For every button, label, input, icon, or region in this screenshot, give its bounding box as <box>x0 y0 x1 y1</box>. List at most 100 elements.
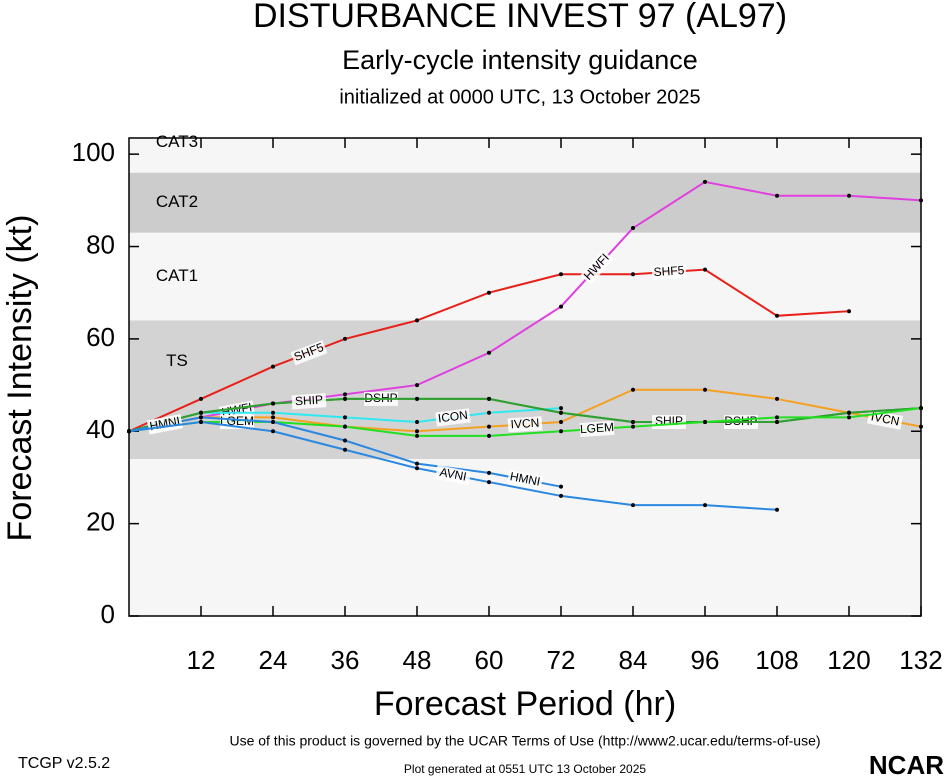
data-point <box>343 336 347 341</box>
line-label: AVNI <box>434 465 472 486</box>
line-label: ICON <box>435 408 471 427</box>
y-tick-label: 40 <box>86 414 115 444</box>
category-band <box>129 232 921 321</box>
data-point <box>631 272 635 277</box>
data-point <box>559 304 563 309</box>
y-tick-label: 100 <box>72 137 115 167</box>
data-point <box>559 410 563 415</box>
data-point <box>847 309 851 314</box>
data-point <box>703 267 707 272</box>
series-name: HWFI <box>220 400 253 420</box>
data-point <box>847 193 851 198</box>
data-point <box>487 424 491 429</box>
terms: Use of this product is governed by the U… <box>229 733 820 749</box>
data-point <box>487 396 491 401</box>
x-tick-label: 24 <box>259 645 288 675</box>
data-point <box>127 429 131 434</box>
y-tick-label: 80 <box>86 229 115 259</box>
data-point <box>775 420 779 425</box>
x-tick-label: 72 <box>547 645 576 675</box>
chart-title: DISTURBANCE INVEST 97 (AL97) <box>253 0 787 35</box>
data-point <box>775 313 779 318</box>
data-point <box>199 410 203 415</box>
data-point <box>343 447 347 452</box>
series-name: ICON <box>437 408 469 426</box>
data-point <box>919 424 923 429</box>
data-point <box>775 507 779 512</box>
line-label: SHIP <box>652 414 686 430</box>
label-bg <box>146 414 184 435</box>
y-tick-label: 20 <box>86 507 115 537</box>
label-bg <box>506 469 544 490</box>
label-bg <box>435 408 471 427</box>
data-point <box>631 226 635 231</box>
series-name: HMNI <box>509 469 542 489</box>
data-point <box>271 410 275 415</box>
data-point <box>343 392 347 397</box>
data-point <box>775 415 779 420</box>
series-name: SHF5 <box>653 263 685 279</box>
band-label: CAT2 <box>156 192 198 211</box>
label-bg <box>434 465 472 486</box>
band-label: TS <box>166 351 188 370</box>
data-point <box>775 193 779 198</box>
logo: NCAR <box>869 750 944 780</box>
data-point <box>631 420 635 425</box>
x-tick-label: 108 <box>755 645 798 675</box>
data-point <box>487 350 491 355</box>
version: TCGP v2.5.2 <box>18 755 110 772</box>
data-point <box>703 179 707 184</box>
data-point <box>631 424 635 429</box>
label-bg <box>651 263 687 281</box>
data-point <box>559 493 563 498</box>
x-tick-label: 36 <box>331 645 360 675</box>
label-bg <box>290 340 328 366</box>
data-point <box>919 198 923 203</box>
x-tick-label: 132 <box>899 645 942 675</box>
line-label: SHF5 <box>651 263 687 281</box>
data-point <box>415 318 419 323</box>
data-point <box>487 410 491 415</box>
data-point <box>487 290 491 295</box>
data-point <box>199 415 203 420</box>
data-point <box>415 429 419 434</box>
data-point <box>847 410 851 415</box>
data-point <box>631 387 635 392</box>
data-point <box>703 503 707 508</box>
band-label: CAT1 <box>156 266 198 285</box>
category-band <box>129 172 921 233</box>
data-point <box>487 433 491 438</box>
data-point <box>343 438 347 443</box>
data-point <box>559 406 563 411</box>
label-bg <box>579 420 615 438</box>
line-label: IVCN <box>507 416 543 433</box>
data-point <box>415 383 419 388</box>
band-label: CAT3 <box>156 132 198 151</box>
plot-frame <box>128 137 922 617</box>
series-name: SHIP <box>655 414 683 428</box>
x-tick-label: 48 <box>403 645 432 675</box>
data-point <box>415 420 419 425</box>
line-label: LGEM <box>579 420 615 438</box>
label-bg <box>291 393 327 410</box>
data-point <box>271 420 275 425</box>
data-point <box>343 415 347 420</box>
label-bg <box>580 250 614 285</box>
label-bg <box>507 416 543 433</box>
y-tick-label: 60 <box>86 322 115 352</box>
data-point <box>487 470 491 475</box>
data-point <box>487 480 491 485</box>
line-label: SHIP <box>291 393 327 410</box>
data-point <box>775 396 779 401</box>
data-point <box>559 429 563 434</box>
data-point <box>631 503 635 508</box>
x-axis-label: Forecast Period (hr) <box>374 685 676 723</box>
data-point <box>559 420 563 425</box>
data-point <box>271 364 275 369</box>
series-name: AVNI <box>439 465 468 484</box>
x-tick-label: 12 <box>187 645 216 675</box>
data-point <box>415 396 419 401</box>
data-point <box>919 406 923 411</box>
data-point <box>703 387 707 392</box>
